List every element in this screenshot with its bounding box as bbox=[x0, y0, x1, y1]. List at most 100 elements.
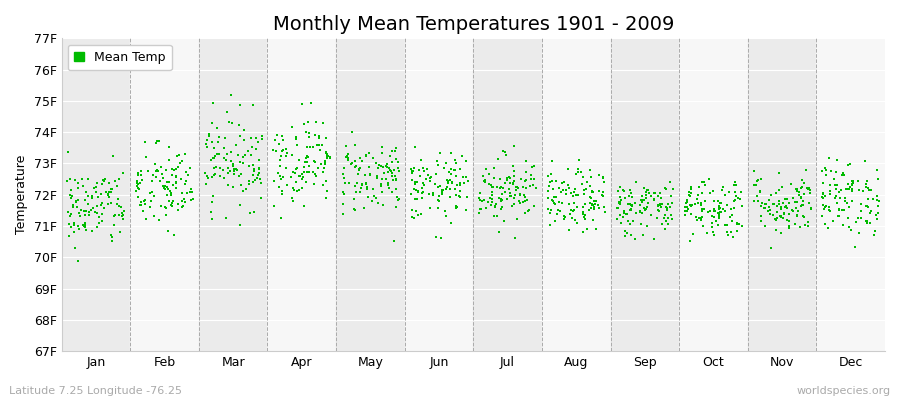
Point bbox=[183, 164, 197, 171]
Point bbox=[822, 155, 836, 162]
Point bbox=[370, 175, 384, 181]
Point bbox=[829, 168, 843, 175]
Point bbox=[417, 168, 431, 174]
Point bbox=[65, 193, 79, 200]
Point bbox=[493, 185, 508, 191]
Point bbox=[116, 212, 130, 218]
Point bbox=[153, 178, 167, 185]
Point bbox=[426, 190, 440, 196]
Point bbox=[286, 187, 301, 193]
Point bbox=[815, 201, 830, 208]
Point bbox=[707, 214, 722, 220]
Point bbox=[684, 202, 698, 209]
Point bbox=[506, 180, 520, 187]
Point bbox=[61, 148, 76, 155]
Point bbox=[437, 208, 452, 214]
Point bbox=[165, 166, 179, 172]
Point bbox=[363, 171, 377, 178]
Point bbox=[105, 238, 120, 244]
Point bbox=[208, 171, 222, 178]
Point bbox=[276, 174, 291, 180]
Point bbox=[453, 182, 467, 188]
Point bbox=[456, 174, 471, 180]
Point bbox=[561, 182, 575, 188]
Point bbox=[368, 195, 382, 201]
Point bbox=[867, 232, 881, 238]
Point bbox=[788, 199, 802, 205]
Point bbox=[210, 151, 224, 157]
Point bbox=[405, 170, 419, 176]
Point bbox=[369, 159, 383, 166]
Point bbox=[389, 156, 403, 162]
Point bbox=[610, 205, 625, 211]
Point bbox=[204, 120, 219, 126]
Point bbox=[165, 172, 179, 178]
Point bbox=[658, 185, 672, 191]
Point bbox=[410, 188, 425, 195]
Point bbox=[486, 175, 500, 182]
Point bbox=[376, 202, 391, 209]
Point bbox=[823, 182, 837, 188]
Point bbox=[719, 229, 733, 235]
Point bbox=[131, 170, 146, 176]
Point bbox=[558, 214, 572, 220]
Point bbox=[68, 245, 82, 252]
Point bbox=[821, 225, 835, 231]
Point bbox=[453, 194, 467, 200]
Point bbox=[87, 185, 102, 191]
Point bbox=[377, 170, 392, 176]
Point bbox=[541, 188, 555, 194]
Point bbox=[134, 168, 148, 174]
Point bbox=[166, 166, 181, 173]
Point bbox=[348, 207, 363, 213]
Point bbox=[818, 164, 832, 171]
Point bbox=[63, 176, 77, 182]
Point bbox=[161, 179, 176, 186]
Point bbox=[149, 168, 164, 174]
Point bbox=[199, 173, 213, 179]
Point bbox=[729, 193, 743, 199]
Point bbox=[790, 211, 805, 218]
Point bbox=[443, 177, 457, 183]
Point bbox=[519, 176, 534, 183]
Point bbox=[200, 137, 214, 144]
Point bbox=[177, 150, 192, 157]
Point bbox=[650, 215, 664, 222]
Point bbox=[184, 196, 198, 203]
Point bbox=[90, 202, 104, 209]
Point bbox=[274, 176, 289, 182]
Point bbox=[244, 134, 258, 141]
Point bbox=[175, 176, 189, 183]
Point bbox=[621, 200, 635, 207]
Point bbox=[661, 201, 675, 207]
Point bbox=[838, 194, 852, 201]
Point bbox=[612, 194, 626, 200]
Point bbox=[514, 176, 528, 182]
Point bbox=[453, 179, 467, 186]
Point bbox=[384, 168, 399, 175]
Point bbox=[162, 157, 176, 163]
Point bbox=[158, 212, 173, 218]
Point bbox=[562, 184, 576, 191]
Point bbox=[635, 192, 650, 199]
Point bbox=[358, 180, 373, 186]
Point bbox=[198, 170, 212, 176]
Point bbox=[374, 180, 388, 187]
Point bbox=[706, 188, 720, 194]
Y-axis label: Temperature: Temperature bbox=[15, 155, 28, 234]
Point bbox=[691, 215, 706, 222]
Point bbox=[580, 179, 594, 186]
Point bbox=[774, 230, 788, 236]
Point bbox=[267, 137, 282, 143]
Point bbox=[351, 170, 365, 177]
Point bbox=[494, 197, 508, 203]
Point bbox=[754, 200, 769, 206]
Point bbox=[518, 210, 532, 216]
Point bbox=[869, 212, 884, 218]
Point bbox=[316, 182, 330, 188]
Point bbox=[457, 179, 472, 186]
Point bbox=[428, 181, 442, 187]
Point bbox=[505, 202, 519, 209]
Point bbox=[610, 204, 625, 211]
Point bbox=[336, 171, 350, 178]
